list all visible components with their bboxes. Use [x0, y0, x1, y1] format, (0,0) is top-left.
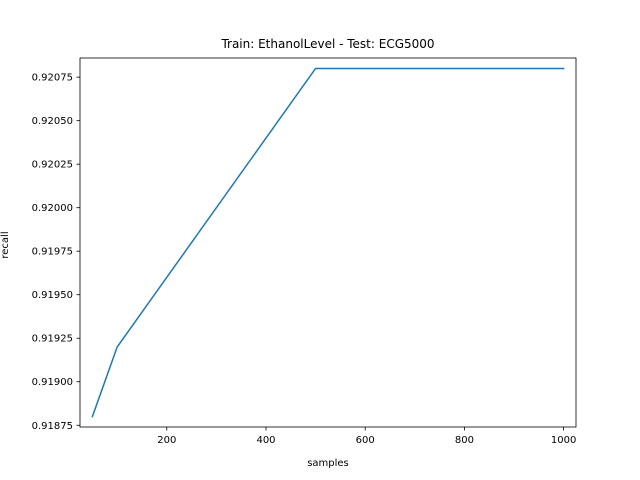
plot-area: 200 400 600 800 1000 0.91875 0.91900 0.91925 0.9…: [32, 57, 577, 446]
y-tick-label-7: 0.92050: [32, 116, 73, 127]
x-tick-label-600: 600: [356, 435, 375, 446]
y-tick-label-4: 0.91975: [32, 247, 73, 258]
x-tick-label-400: 400: [256, 435, 275, 446]
y-tick-label-3: 0.91950: [32, 290, 73, 301]
chart-title: Train: EthanolLevel - Test: ECG5000: [220, 37, 434, 51]
y-tick-label-6: 0.92025: [32, 160, 73, 171]
series-line-0: [91, 67, 565, 418]
axes-frame: [79, 57, 577, 428]
x-tick-label-800: 800: [455, 435, 474, 446]
y-tick-label-1: 0.91900: [32, 377, 73, 388]
y-axis-label: recall: [0, 231, 11, 258]
x-axis-label: samples: [307, 458, 349, 469]
y-tick-label-2: 0.91925: [32, 334, 73, 345]
x-tick-label-1000: 1000: [551, 435, 576, 446]
y-tick-label-8: 0.92075: [32, 73, 73, 84]
y-tick-label-5: 0.92000: [32, 203, 73, 214]
x-tick-label-200: 200: [157, 435, 176, 446]
y-tick-label-0: 0.91875: [32, 421, 73, 432]
